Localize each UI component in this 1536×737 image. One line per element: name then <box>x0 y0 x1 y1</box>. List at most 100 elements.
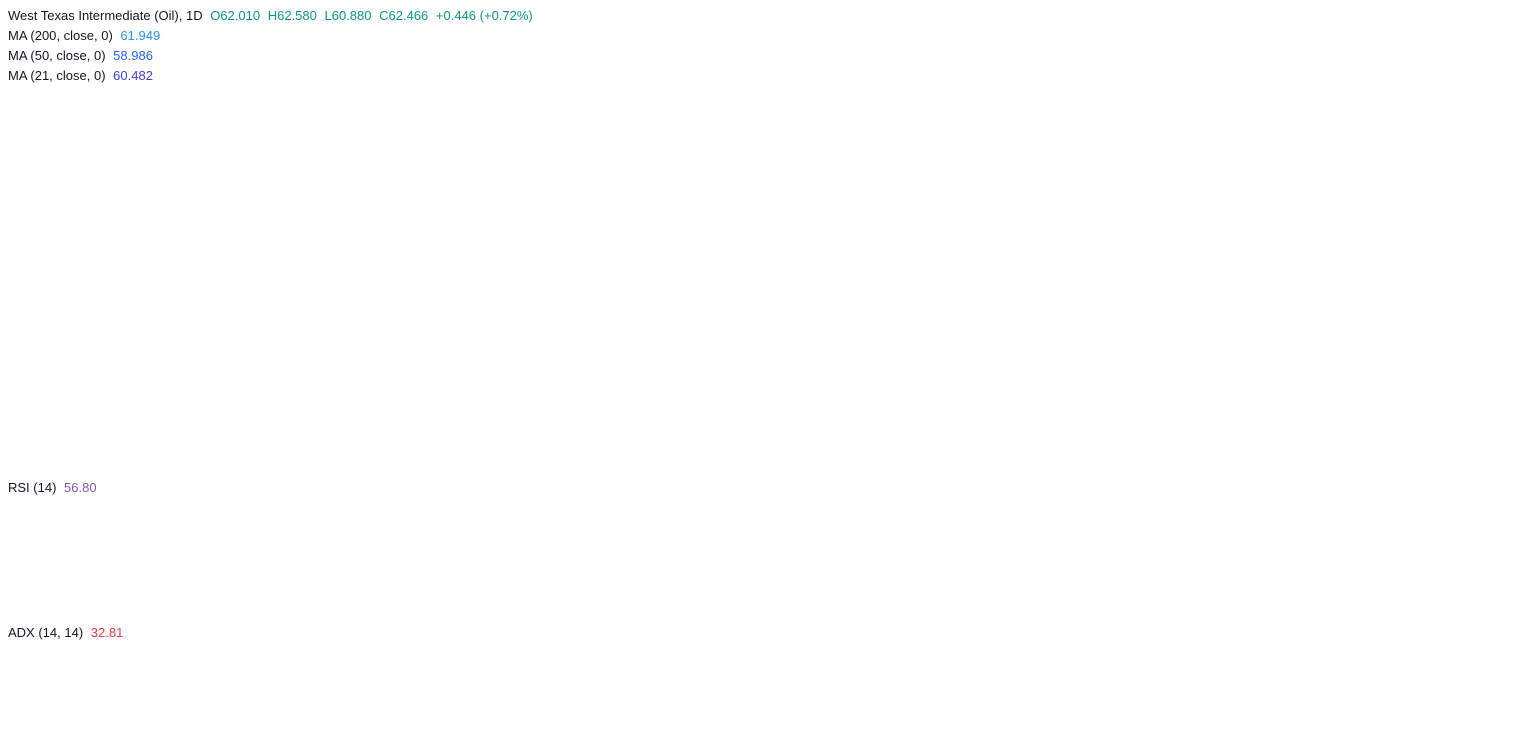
candle <box>721 343 725 397</box>
price-badge: 61.676 <box>1473 269 1530 287</box>
candle <box>862 283 866 316</box>
candle <box>526 268 530 284</box>
candle <box>576 318 580 339</box>
candle-body <box>663 321 667 341</box>
price-badge: 62.466 <box>1473 231 1530 249</box>
candle <box>704 387 708 421</box>
candle <box>501 278 505 295</box>
candle <box>111 222 115 246</box>
candle-body <box>281 210 285 226</box>
candle <box>24 131 28 146</box>
candle <box>767 357 771 372</box>
candle-body <box>11 148 15 154</box>
candle-body <box>65 162 69 171</box>
candle-body <box>414 363 418 366</box>
candle-body <box>57 109 61 138</box>
candle-body <box>750 345 754 351</box>
candle <box>787 350 791 395</box>
candle <box>103 206 107 228</box>
candle <box>488 276 493 297</box>
candle-body <box>289 189 293 195</box>
candle-body <box>98 201 103 221</box>
candle <box>850 318 854 334</box>
candle-body <box>140 234 144 239</box>
candle-body <box>887 247 891 254</box>
candles <box>3 56 912 433</box>
candle-body <box>526 270 530 283</box>
candle <box>630 300 634 315</box>
candle <box>700 410 704 432</box>
candle-body <box>551 301 555 308</box>
candle <box>318 217 322 244</box>
ma21-label: MA (21, close, 0) <box>8 68 106 83</box>
candle <box>866 285 870 294</box>
candle-body <box>534 283 538 288</box>
candle <box>335 263 339 276</box>
candle <box>551 296 555 310</box>
candle <box>331 246 335 277</box>
candle <box>783 353 787 380</box>
candle-body <box>169 190 173 194</box>
price-axis: 70.000 68.000 66.000 64.000 62.000 60.000 58.0… <box>1490 41 1527 463</box>
price-badge-text: 61.676 <box>1480 272 1518 286</box>
candle-body <box>850 319 854 328</box>
candle <box>903 203 908 271</box>
candle-body <box>862 285 866 311</box>
candle-body <box>879 251 883 263</box>
candle-body <box>530 269 534 283</box>
candle-body <box>273 209 277 211</box>
rsi-badge-text: 56.80 <box>1480 521 1511 535</box>
candle <box>580 314 584 333</box>
candle <box>858 290 862 321</box>
candle-body <box>559 284 563 299</box>
candle <box>78 169 82 182</box>
candle-body <box>389 331 393 333</box>
candle <box>281 202 285 233</box>
candle-body <box>874 264 879 274</box>
candle-body <box>592 326 596 335</box>
candle <box>692 388 696 425</box>
candle-body <box>285 194 289 207</box>
candle <box>11 140 15 161</box>
candle-body <box>385 303 389 329</box>
candle <box>223 239 227 251</box>
candle-body <box>227 237 231 247</box>
time-tick-label: 15 <box>1169 716 1183 730</box>
candle-body <box>115 229 119 243</box>
ma200-line <box>4 102 910 254</box>
candle-body <box>729 344 733 354</box>
candle <box>32 90 36 114</box>
candle <box>642 302 646 309</box>
candle <box>256 205 260 232</box>
candle <box>820 300 825 328</box>
candle <box>816 321 820 349</box>
candle-body <box>617 317 621 321</box>
rsi-value: 56.80 <box>64 480 97 495</box>
candle-body <box>812 338 816 356</box>
candle <box>451 235 455 265</box>
candle <box>497 283 501 313</box>
candle <box>161 194 165 211</box>
candle <box>841 283 845 298</box>
candle-body <box>547 304 551 306</box>
price-badge: 60.482 <box>1473 289 1530 307</box>
candle-body <box>455 255 459 268</box>
candle <box>352 272 356 289</box>
ma21-value: 60.482 <box>113 68 153 83</box>
candle <box>737 348 742 361</box>
open-value: O62.010 <box>210 8 261 23</box>
price-tick-label: 56.000 <box>1490 398 1527 412</box>
candle <box>625 308 630 324</box>
candle <box>177 172 181 197</box>
candle-body <box>443 284 447 302</box>
candle <box>156 202 161 217</box>
candle-body <box>854 301 858 331</box>
candle <box>173 180 177 210</box>
candle-body <box>298 176 302 183</box>
candle <box>264 215 269 230</box>
candle-body <box>488 285 493 288</box>
candle <box>140 226 144 247</box>
candle <box>414 355 418 372</box>
candle-body <box>758 350 762 364</box>
